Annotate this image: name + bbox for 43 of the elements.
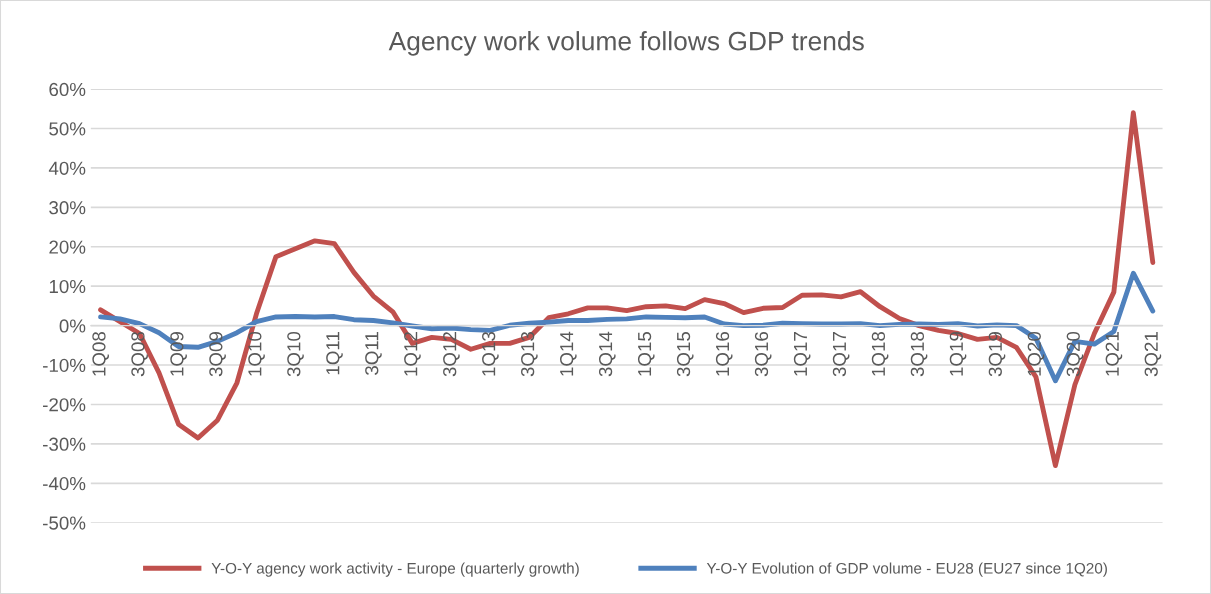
legend-label: Y-O-Y agency work activity - Europe (quarterly growth) xyxy=(211,562,579,577)
x-tick-label: 3Q19 xyxy=(988,332,1006,377)
x-tick-label: 3Q18 xyxy=(910,331,928,377)
x-tick-label: 1Q14 xyxy=(559,331,577,376)
x-tick-label: 3Q11 xyxy=(365,332,382,375)
x-tick-label: 3Q12 xyxy=(443,332,460,377)
x-tick-label: 1Q16 xyxy=(715,332,733,376)
x-tick-label: 1Q21 xyxy=(1105,332,1123,376)
x-tick-label: 3Q21 xyxy=(1144,332,1162,377)
legend-label: Y-O-Y Evolution of GDP volume - EU28 (EU27 since 1Q20) xyxy=(706,562,1107,577)
y-tick-label: 50% xyxy=(49,122,86,136)
x-tick-label: 1Q10 xyxy=(248,331,265,376)
x-tick-label: 1Q17 xyxy=(793,332,811,376)
x-tick-label: 1Q20 xyxy=(1027,331,1045,376)
y-tick-label: 20% xyxy=(49,240,86,254)
y-tick-label: -50% xyxy=(43,516,86,530)
y-tick-label: -40% xyxy=(43,477,86,491)
x-tick-label: 1Q15 xyxy=(637,331,655,376)
y-tick-label: 0% xyxy=(59,319,86,333)
x-tick-label: 3Q13 xyxy=(521,332,538,377)
y-tick-label: 30% xyxy=(49,201,86,215)
x-tick-label: 1Q11 xyxy=(326,332,343,375)
y-tick-label: -10% xyxy=(43,358,86,373)
x-tick-label: 1Q12 xyxy=(404,332,421,376)
chart-title: Agency work volume follows GDP trends xyxy=(388,31,864,56)
x-tick-label: 1Q09 xyxy=(170,332,187,376)
x-tick-label: 3Q08 xyxy=(131,331,148,377)
y-tick-label: -20% xyxy=(43,398,86,412)
x-tick-label: 1Q08 xyxy=(92,331,109,376)
y-tick-label: 40% xyxy=(48,161,86,175)
y-tick-label: -30% xyxy=(43,437,86,451)
x-tick-label: 3Q10 xyxy=(287,331,304,377)
y-tick-label: 10% xyxy=(49,279,86,294)
x-tick-label: 3Q20 xyxy=(1066,331,1084,377)
x-tick-label: 1Q13 xyxy=(482,332,499,376)
y-tick-label: 60% xyxy=(49,82,86,97)
x-tick-label: 1Q19 xyxy=(949,332,967,376)
x-tick-label: 3Q14 xyxy=(598,331,616,377)
x-tick-label: 1Q18 xyxy=(871,331,889,376)
x-tick-label: 3Q17 xyxy=(832,332,850,377)
x-tick-label: 3Q15 xyxy=(676,331,694,377)
x-tick-label: 3Q09 xyxy=(209,332,226,377)
x-tick-label: 3Q16 xyxy=(754,332,772,377)
